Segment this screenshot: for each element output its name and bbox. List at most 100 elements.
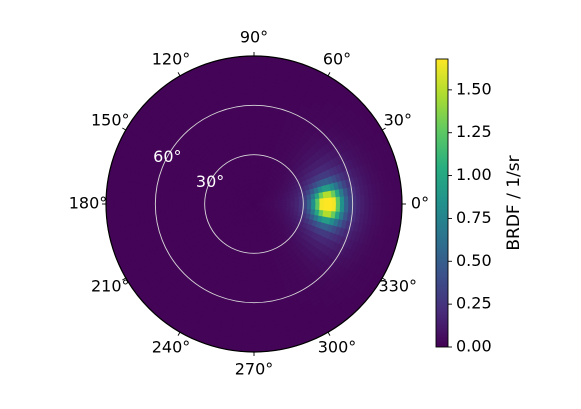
heatmap-cell bbox=[183, 203, 189, 211]
heatmap-cell bbox=[167, 203, 173, 212]
angular-tick-label: 180° bbox=[69, 194, 108, 213]
heatmap-cells bbox=[105, 55, 403, 353]
heatmap-cell bbox=[250, 232, 255, 238]
heatmap-cell bbox=[253, 129, 261, 135]
heatmap-cell bbox=[302, 199, 308, 205]
heatmap-cell bbox=[253, 121, 262, 127]
angular-tick-mark bbox=[381, 277, 386, 281]
angular-tick-mark bbox=[122, 277, 127, 281]
heatmap-cell bbox=[192, 203, 197, 210]
heatmap-cell bbox=[247, 269, 255, 275]
heatmap-cell bbox=[253, 133, 261, 139]
heatmap-cell bbox=[138, 193, 144, 205]
angular-tick-label: 90° bbox=[240, 28, 268, 47]
heatmap-cell bbox=[253, 310, 264, 316]
heatmap-cell bbox=[253, 306, 264, 312]
heatmap-cell bbox=[179, 203, 185, 211]
heatmap-cell bbox=[244, 310, 255, 316]
heatmap-cell bbox=[253, 162, 258, 168]
heatmap-cell bbox=[253, 273, 261, 279]
heatmap-cell bbox=[331, 196, 337, 205]
heatmap-cell bbox=[146, 194, 152, 205]
heatmap-cell bbox=[187, 197, 193, 205]
heatmap-cell bbox=[311, 203, 316, 210]
colorbar-frame bbox=[435, 58, 449, 348]
angular-tick-label: 30° bbox=[384, 111, 412, 130]
heatmap-cell bbox=[244, 306, 255, 312]
heatmap-cell bbox=[360, 203, 366, 214]
heatmap-cell bbox=[163, 203, 169, 213]
heatmap-cell bbox=[175, 196, 181, 205]
heatmap-cell bbox=[200, 199, 206, 205]
heatmap-cell bbox=[245, 293, 255, 299]
heatmap-cell bbox=[253, 158, 259, 164]
heatmap-cell bbox=[183, 197, 189, 205]
angular-tick-label: 240° bbox=[152, 337, 191, 356]
heatmap-cell bbox=[253, 289, 263, 295]
heatmap-cell bbox=[251, 228, 255, 234]
heatmap-cell bbox=[248, 256, 255, 262]
radial-grid-ring bbox=[154, 104, 354, 304]
heatmap-cell bbox=[253, 261, 260, 266]
heatmap-cell bbox=[212, 200, 218, 205]
heatmap-cell bbox=[196, 198, 202, 205]
heatmap-cell bbox=[253, 117, 262, 123]
radial-tick-label: 30° bbox=[196, 172, 224, 191]
heatmap-cell bbox=[253, 125, 262, 131]
heatmap-cell bbox=[356, 194, 362, 205]
heatmap-cell bbox=[246, 277, 255, 283]
heatmap-cell bbox=[247, 265, 255, 271]
angular-tick-mark bbox=[177, 331, 181, 336]
heatmap-cell bbox=[249, 150, 255, 156]
angular-tick-mark bbox=[381, 127, 386, 131]
heatmap-cell bbox=[327, 203, 333, 212]
heatmap-cell bbox=[246, 281, 255, 287]
heatmap-cell bbox=[246, 121, 255, 127]
radial-grid-ring bbox=[204, 154, 304, 254]
heatmap-cell bbox=[306, 198, 312, 205]
heatmap-cell bbox=[247, 273, 255, 279]
heatmap-cell bbox=[253, 265, 261, 271]
heatmap-cell bbox=[204, 203, 210, 209]
angular-tick-label: 120° bbox=[152, 50, 191, 69]
heatmap-cell bbox=[187, 203, 193, 211]
heatmap-cell bbox=[294, 203, 300, 209]
heatmap-cell bbox=[327, 196, 333, 205]
heatmap-cell bbox=[339, 203, 345, 213]
heatmap-cell bbox=[248, 142, 255, 147]
heatmap-cell bbox=[253, 314, 265, 320]
angular-tick-mark bbox=[327, 331, 331, 336]
heatmap-cell bbox=[253, 248, 259, 254]
heatmap-cell bbox=[253, 256, 260, 262]
heatmap-cell bbox=[179, 197, 185, 205]
angular-tick-labels: 0°30°60°90°120°150°180°210°240°270°300°3… bbox=[69, 28, 429, 379]
heatmap-cell bbox=[247, 129, 255, 135]
heatmap-cell bbox=[343, 195, 349, 205]
heatmap-cell bbox=[253, 92, 264, 98]
heatmap-cell bbox=[159, 203, 165, 213]
heatmap-cell bbox=[248, 146, 255, 152]
heatmap-cell bbox=[360, 194, 366, 205]
heatmap-cell bbox=[282, 203, 288, 208]
heatmap-cell bbox=[243, 88, 255, 94]
colorbar-ticks: 0.00 0.25 0.50 0.75 1.00 1.25 1.50 bbox=[448, 79, 492, 356]
angular-tick-label: 0° bbox=[411, 194, 429, 213]
angular-tick-mark bbox=[122, 127, 127, 131]
heatmap-cell bbox=[243, 314, 255, 320]
heatmap-cell bbox=[315, 197, 321, 205]
heatmap-cell bbox=[253, 285, 262, 291]
colorbar-tick-label: 1.50 bbox=[456, 79, 492, 98]
heatmap-cell bbox=[265, 203, 271, 206]
polar-plot: 30° 60° 0° 30° 60° 90° 120° 150° 180° 210° 240° 27… bbox=[69, 28, 429, 379]
heatmap-cell bbox=[244, 92, 255, 98]
heatmap-cell bbox=[253, 281, 262, 287]
heatmap-cell bbox=[247, 133, 255, 139]
heatmap-cell bbox=[246, 125, 255, 131]
heatmap-cell bbox=[253, 269, 261, 275]
heatmap-cell bbox=[245, 113, 255, 119]
colorbar-tick-label: 0.25 bbox=[456, 294, 492, 313]
heatmap-cell bbox=[319, 203, 325, 211]
colorbar-tick-label: 0.75 bbox=[456, 208, 492, 227]
colorbar-fill bbox=[436, 59, 448, 347]
